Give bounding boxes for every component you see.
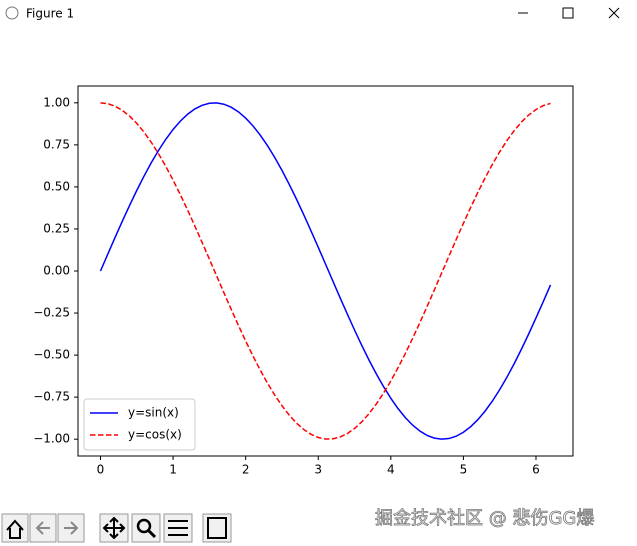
line-series (99, 102, 552, 440)
x-tick-label: 1 (169, 463, 177, 477)
line-series (100, 102, 551, 440)
y-tick-label: 0.00 (43, 264, 70, 278)
plot: 0 1 2 3 4 5 6 −1.00 −0.75 −0.50 −0.25 0.00 0.25 0.50 0… (33, 85, 574, 477)
y-tick-label: 0.25 (43, 221, 70, 235)
y-tick-label: 1.00 (43, 95, 70, 109)
title-bar: Figure 1 (5, 6, 620, 21)
legend-label: y=cos(x) (128, 428, 182, 442)
legend-box (83, 398, 196, 451)
x-tick-label: 6 (532, 463, 540, 477)
forward-icon (64, 521, 79, 535)
y-tick-label: −0.75 (33, 390, 70, 404)
configure-icon (168, 520, 188, 536)
y-tick-label: 0.75 (43, 137, 70, 151)
window-title: Figure 1 (26, 7, 74, 21)
legend-label: y=sin(x) (128, 406, 179, 420)
toolbar: 掘金技术社区 @ 悲伤GG爆 (1, 508, 595, 543)
x-tick-label: 0 (97, 463, 105, 477)
x-tick-label: 2 (242, 463, 250, 477)
legend: y=sin(x) y=cos(x) (83, 398, 196, 451)
x-tick-label: 3 (314, 463, 322, 477)
back-icon (35, 521, 50, 535)
y-tick-label: −0.50 (33, 348, 70, 362)
back-button[interactable] (29, 513, 57, 543)
y-tick-label: −0.25 (33, 306, 70, 320)
app-icon (5, 6, 19, 20)
axes-frame (77, 85, 574, 457)
pan-icon (102, 516, 126, 540)
x-tick-label: 5 (460, 463, 468, 477)
y-tick-label: 0.50 (43, 179, 70, 193)
maximize-button[interactable] (562, 7, 574, 19)
zoom-button[interactable] (131, 513, 161, 543)
home-icon (6, 519, 24, 539)
save-icon (207, 517, 227, 539)
close-button[interactable] (608, 7, 620, 19)
watermark: 掘金技术社区 @ 悲伤GG爆 (375, 508, 594, 529)
zoom-icon (136, 518, 152, 534)
x-tick-label: 4 (387, 463, 395, 477)
y-tick-label: −1.00 (33, 432, 70, 446)
zoom-icon-handle (146, 528, 157, 539)
